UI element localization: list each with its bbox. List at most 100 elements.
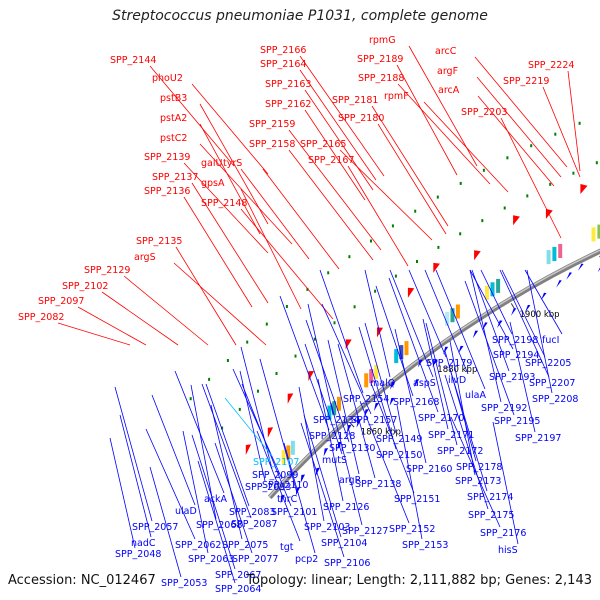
forward-label-leader (77, 306, 147, 346)
reverse-gene-label: SPP_2160 (406, 464, 452, 475)
guide-dot (313, 337, 316, 341)
kbp-tick-label: 1900 kbp (520, 310, 560, 320)
reverse-gene-arrow (364, 409, 369, 418)
kbp-tick-label: 1860 kbp (361, 428, 401, 438)
reverse-gene-label: SPP_2197 (515, 433, 561, 444)
reverse-label-leader (464, 280, 515, 416)
forward-gene-label: tyrS (223, 158, 242, 169)
forward-label-leader (149, 65, 235, 167)
forward-gene-label: SPP_2165 (300, 139, 346, 150)
reverse-gene-label: pcp2 (295, 554, 318, 565)
reverse-label-leader (509, 321, 536, 433)
reverse-label-leader (321, 303, 372, 415)
forward-label-leader (240, 208, 334, 320)
reverse-gene-label: SPP_2172 (437, 446, 483, 457)
reverse-gene-label: SPP_2093 (245, 482, 291, 493)
reverse-gene-label: SPP_2173 (455, 476, 501, 487)
reverse-label-leader (114, 386, 153, 522)
guide-dot (246, 340, 249, 344)
reverse-gene-label: SPP_2099 (252, 470, 298, 481)
forward-label-leader (173, 262, 267, 346)
reverse-label-leader (526, 269, 553, 394)
forward-label-leader (123, 275, 209, 346)
reverse-gene-label: SPP_2153 (402, 540, 448, 551)
feature-block (332, 401, 337, 416)
reverse-gene-label: SPP_2126 (323, 502, 369, 513)
guide-dot (459, 181, 462, 185)
guide-dot (374, 289, 377, 293)
forward-gene-label: SPP_2102 (62, 281, 108, 292)
forward-gene-label: SPP_2180 (338, 113, 384, 124)
guide-dot (572, 171, 575, 175)
feature-blocks (281, 224, 600, 465)
reverse-label-leader (388, 277, 439, 413)
reverse-gene-label: SPP_2195 (494, 416, 540, 427)
guide-dot (391, 224, 394, 228)
reverse-label-leader (307, 303, 334, 415)
reverse-labels: SPP_2048nadCSPP_2057ulaDackASPP_2068SPP_… (109, 269, 578, 595)
reverse-gene-arrow (414, 379, 420, 388)
forward-gene-arrow (267, 427, 274, 438)
reverse-label-leader (300, 422, 345, 558)
feature-block (597, 224, 600, 239)
forward-label-leader (299, 69, 377, 181)
forward-gene-label: SPP_2166 (260, 45, 306, 56)
reverse-label-leader (256, 430, 301, 542)
guide-dot (221, 426, 224, 430)
feature-block (286, 445, 291, 460)
guide-dot (353, 305, 356, 309)
reverse-label-leader (330, 402, 363, 526)
reverse-label-leader (149, 466, 182, 578)
reverse-gene-label: hisS (498, 545, 518, 556)
forward-gene-label: SPP_2144 (110, 55, 156, 66)
reverse-label-leader (319, 269, 364, 394)
reverse-gene-label: SPP_2104 (321, 538, 367, 549)
forward-gene-arrow (245, 444, 251, 455)
reverse-gene-label: SPP_2176 (480, 528, 526, 539)
forward-label-leader (304, 109, 366, 201)
forward-gene-label: SPP_2162 (265, 99, 311, 110)
reverse-gene-label: SPP_2053 (161, 578, 207, 589)
forward-gene-label: SPP_2189 (357, 54, 403, 65)
feature-block (374, 365, 379, 379)
reverse-label-leader (450, 416, 501, 528)
forward-gene-label: SPP_2139 (144, 152, 190, 163)
reverse-gene-arrow (511, 308, 517, 316)
reverse-label-leader (109, 437, 136, 549)
forward-gene-label: SPP_2181 (332, 95, 378, 106)
forward-gene-label: SPP_2082 (18, 312, 64, 323)
forward-label-leader (288, 149, 374, 261)
rna-label-leader (224, 397, 273, 457)
guide-dot (394, 274, 397, 278)
reverse-label-leader (444, 374, 489, 510)
forward-gene-label: SPP_2164 (260, 59, 306, 70)
reverse-label-leader (191, 434, 236, 570)
guide-dot (306, 287, 309, 291)
forward-gene-arrow (580, 184, 588, 194)
forward-gene-label: SPP_2224 (528, 60, 574, 71)
guide-dot (506, 156, 509, 160)
reverse-gene-label: SPP_2205 (525, 358, 571, 369)
forward-gene-label: SPP_2167 (308, 155, 354, 166)
forward-gene-label: phoU2 (152, 73, 183, 84)
reverse-label-leader (422, 318, 449, 430)
reverse-label-leader (317, 378, 344, 502)
reverse-label-leader (375, 285, 414, 397)
forward-label-leader (183, 196, 253, 308)
reverse-label-leader (364, 322, 397, 434)
reverse-gene-arrow (280, 494, 285, 504)
reverse-gene-label: SPP_2192 (481, 403, 527, 414)
reverse-label-leader (337, 343, 376, 479)
forward-gene-label: SPP_2135 (136, 236, 182, 247)
reverse-gene-label: SPP_2170 (418, 413, 464, 424)
reverse-label-leader (524, 269, 563, 335)
reverse-gene-label: SPP_2178 (456, 462, 502, 473)
feature-block (445, 311, 450, 326)
guide-dot (257, 389, 259, 393)
reverse-gene-label: SPP_2106 (324, 558, 370, 569)
forward-label-leader (347, 165, 409, 267)
forward-label-leader (191, 83, 269, 175)
kbp-tick-label: 1880 kbp (437, 365, 477, 375)
accession-text: Accession: NC_012467 (8, 573, 156, 588)
reverse-gene-label: SPP_2130 (329, 443, 375, 454)
